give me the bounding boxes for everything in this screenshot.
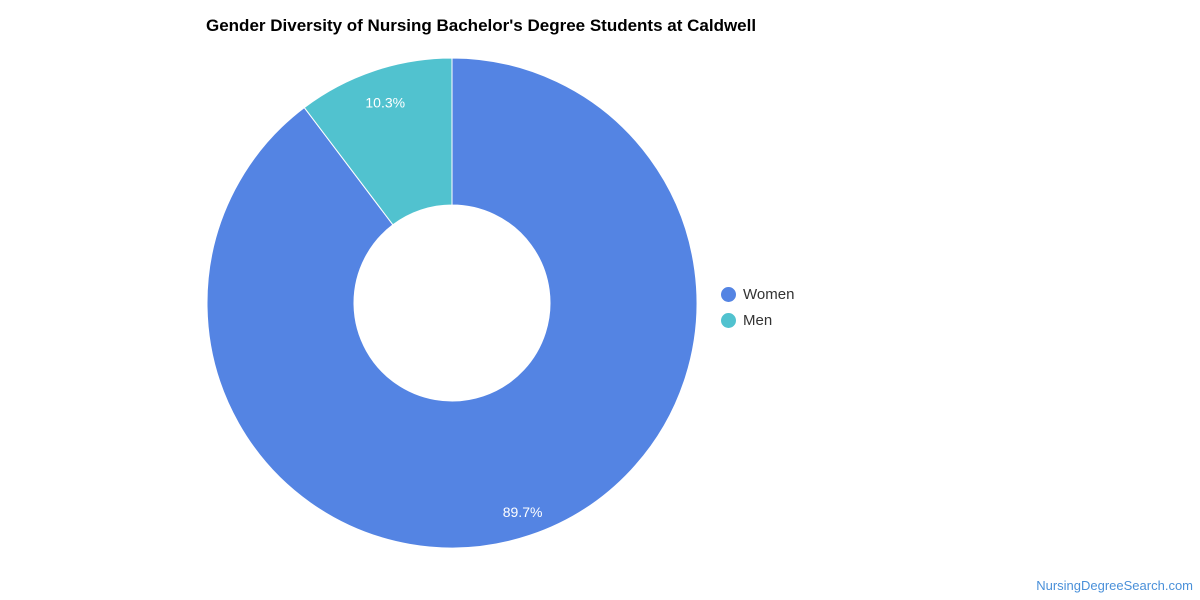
data-label-women: 89.7% [503,504,543,520]
source-watermark[interactable]: NursingDegreeSearch.com [1036,578,1193,593]
legend-label-men: Men [743,311,773,329]
data-label-men: 10.3% [365,95,405,111]
pie-slice-men[interactable] [303,57,453,226]
legend-item-men[interactable]: Men [721,307,794,333]
legend-swatch-women [721,286,736,302]
legend-swatch-men [721,312,736,328]
chart-title: Gender Diversity of Nursing Bachelor's D… [206,16,757,35]
legend-label-women: Women [743,285,795,303]
legend-item-women[interactable]: Women [721,281,794,307]
chart-legend: Women Men [721,281,794,333]
pie-slice-women[interactable] [206,57,698,549]
